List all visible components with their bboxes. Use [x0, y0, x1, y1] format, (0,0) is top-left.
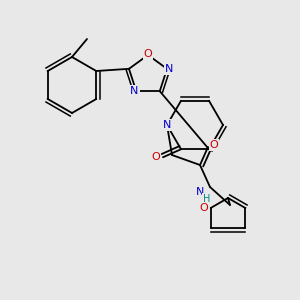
Text: O: O	[152, 152, 160, 162]
Text: O: O	[144, 49, 152, 59]
Text: N: N	[163, 120, 171, 130]
Text: N: N	[130, 86, 138, 96]
Text: O: O	[199, 203, 208, 213]
Text: O: O	[210, 140, 218, 150]
Text: H: H	[203, 194, 211, 204]
Text: N: N	[165, 64, 173, 74]
Text: N: N	[196, 187, 204, 197]
